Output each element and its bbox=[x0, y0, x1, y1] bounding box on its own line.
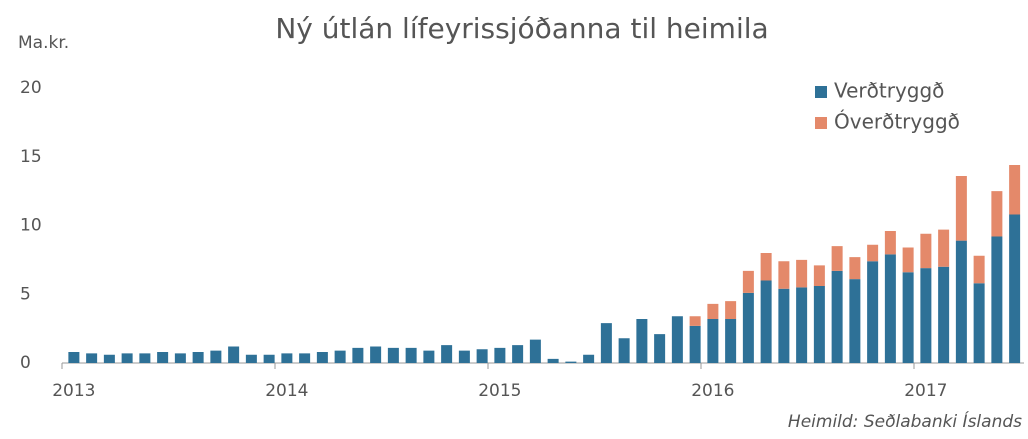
bar-segment bbox=[654, 334, 666, 363]
bar-segment bbox=[707, 319, 719, 363]
x-tick-label: 2016 bbox=[691, 381, 734, 401]
bar-segment bbox=[867, 261, 879, 363]
bar-segment bbox=[796, 287, 808, 363]
bar-segment bbox=[387, 347, 399, 363]
bar-segment bbox=[618, 338, 630, 363]
y-axis-label: Ma.kr. bbox=[18, 33, 69, 53]
source: Heimild: Seðlabanki Íslands bbox=[788, 410, 1022, 432]
bar-segment bbox=[228, 346, 240, 363]
bar-segment bbox=[458, 350, 470, 363]
bar-segment bbox=[157, 352, 169, 363]
bar-segment bbox=[245, 354, 257, 363]
x-tick-label: 2013 bbox=[52, 381, 95, 401]
bar-segment bbox=[831, 246, 843, 271]
bar-segment bbox=[920, 233, 932, 269]
bar-segment bbox=[689, 325, 701, 363]
bar-segment bbox=[281, 353, 293, 363]
bar-segment bbox=[778, 261, 790, 289]
bar-segment bbox=[600, 323, 612, 363]
bar-segment bbox=[707, 303, 719, 319]
bar-segment bbox=[334, 350, 346, 363]
bar-segment bbox=[263, 354, 275, 363]
bar-segment bbox=[671, 316, 683, 363]
legend-label: Óverðtryggð bbox=[834, 110, 960, 134]
bar-segment bbox=[760, 253, 772, 281]
bar-segment bbox=[316, 352, 328, 363]
legend-label: Verðtryggð bbox=[834, 79, 944, 103]
bar-segment bbox=[725, 301, 737, 319]
bar-segment bbox=[884, 254, 896, 363]
bar-segment bbox=[494, 347, 506, 363]
bar-segment bbox=[725, 319, 737, 363]
bar-segment bbox=[1009, 214, 1021, 363]
x-tick-label: 2017 bbox=[904, 381, 947, 401]
bar-segment bbox=[512, 345, 524, 363]
bar-segment bbox=[778, 288, 790, 363]
bar-segment bbox=[121, 353, 133, 363]
bar-segment bbox=[423, 350, 435, 363]
bar-segment bbox=[991, 191, 1003, 237]
bar-segment bbox=[955, 176, 967, 241]
bar-segment bbox=[476, 349, 488, 363]
bar-segment bbox=[565, 361, 577, 363]
bar-segment bbox=[636, 319, 648, 363]
bar-segment bbox=[867, 244, 879, 262]
bar-segment bbox=[352, 347, 364, 363]
bar-segment bbox=[547, 358, 559, 363]
legend-swatch bbox=[815, 117, 827, 129]
bar-segment bbox=[884, 231, 896, 255]
bar-segment bbox=[370, 346, 382, 363]
bar-segment bbox=[955, 240, 967, 363]
bar-segment bbox=[689, 316, 701, 326]
bar-segment bbox=[742, 292, 754, 363]
bar-segment bbox=[529, 339, 541, 363]
legend-swatch bbox=[815, 86, 827, 98]
bar-segment bbox=[973, 255, 985, 284]
y-tick-label: 15 bbox=[20, 147, 42, 167]
bar-segment bbox=[849, 257, 861, 280]
y-tick-label: 5 bbox=[20, 284, 31, 304]
bar-segment bbox=[742, 270, 754, 293]
bar-segment bbox=[583, 354, 595, 363]
x-tick-label: 2014 bbox=[265, 381, 308, 401]
y-tick-label: 20 bbox=[20, 78, 42, 98]
bar-segment bbox=[103, 354, 115, 363]
bar-segment bbox=[991, 236, 1003, 363]
bar-segment bbox=[139, 353, 151, 363]
bar-segment bbox=[920, 268, 932, 363]
bar-segment bbox=[813, 286, 825, 363]
bar-segment bbox=[174, 353, 186, 363]
chart-title: Ný útlán lífeyrissjóðanna til heimila bbox=[275, 12, 768, 45]
y-tick-label: 10 bbox=[20, 216, 42, 236]
bar-segment bbox=[938, 229, 950, 267]
y-tick-label: 0 bbox=[20, 353, 31, 373]
x-tick-label: 2015 bbox=[478, 381, 521, 401]
bar-segment bbox=[760, 280, 772, 363]
bar-segment bbox=[86, 353, 98, 363]
bar-segment bbox=[973, 283, 985, 363]
bar-segment bbox=[938, 266, 950, 363]
bar-segment bbox=[902, 272, 914, 363]
bar-segment bbox=[192, 352, 204, 363]
bar-segment bbox=[405, 347, 417, 363]
bar-segment bbox=[902, 247, 914, 273]
bar-segment bbox=[813, 265, 825, 286]
bar-segment bbox=[831, 270, 843, 363]
bar-segment bbox=[210, 350, 222, 363]
bar-segment bbox=[796, 259, 808, 288]
bar-segment bbox=[299, 353, 311, 363]
bar-segment bbox=[849, 279, 861, 363]
bar-segment bbox=[1009, 165, 1021, 215]
bar-segment bbox=[68, 352, 80, 363]
bar-segment bbox=[441, 345, 453, 363]
